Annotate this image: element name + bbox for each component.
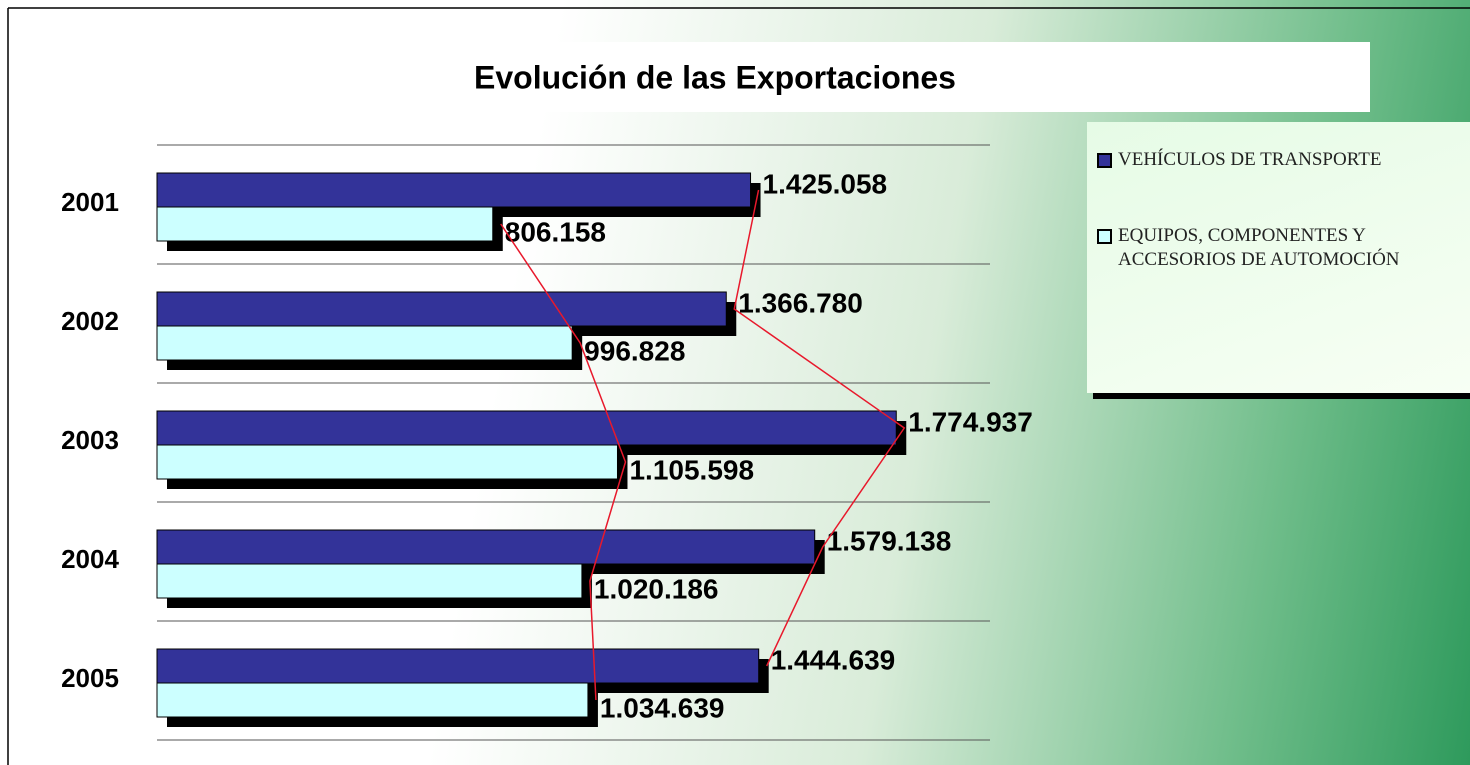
data-label: 1.034.639 <box>600 692 725 723</box>
bar <box>156 444 618 480</box>
legend-entry: VEHÍCULOS DE TRANSPORTE <box>1097 148 1470 172</box>
legend-swatch <box>1097 229 1112 244</box>
legend-entry: EQUIPOS, COMPONENTES Y ACCESORIOS DE AUT… <box>1097 224 1470 272</box>
bar <box>156 206 494 242</box>
data-label: 806.158 <box>505 216 606 247</box>
data-label: 1.774.937 <box>908 406 1033 437</box>
legend: VEHÍCULOS DE TRANSPORTE EQUIPOS, COMPONEN… <box>1087 122 1470 393</box>
legend-label: EQUIPOS, COMPONENTES Y ACCESORIOS DE AUT… <box>1118 225 1400 270</box>
legend-swatch <box>1097 153 1112 168</box>
bar <box>156 291 727 327</box>
data-label: 1.444.639 <box>771 644 896 675</box>
y-tick-label: 2003 <box>61 425 119 455</box>
title-box <box>155 42 1370 112</box>
data-label: 1.425.058 <box>763 168 888 199</box>
bar <box>156 648 760 684</box>
bar <box>156 172 752 208</box>
data-label: 1.105.598 <box>629 454 754 485</box>
y-tick-label: 2004 <box>61 544 119 574</box>
bar <box>156 563 583 599</box>
bar <box>156 325 573 361</box>
data-label: 1.020.186 <box>594 573 719 604</box>
y-tick-label: 2002 <box>61 306 119 336</box>
data-label: 1.579.138 <box>827 525 952 556</box>
bar <box>156 682 589 718</box>
chart-title: Evolución de las Exportaciones <box>474 59 956 95</box>
data-label: 996.828 <box>584 335 685 366</box>
bar <box>156 529 816 565</box>
legend-label: VEHÍCULOS DE TRANSPORTE <box>1118 149 1382 170</box>
y-tick-label: 2001 <box>61 187 119 217</box>
y-tick-label: 2005 <box>61 663 119 693</box>
bar <box>156 410 897 446</box>
trend-line <box>500 223 627 701</box>
trend-line <box>733 189 906 667</box>
data-label: 1.366.780 <box>738 287 863 318</box>
